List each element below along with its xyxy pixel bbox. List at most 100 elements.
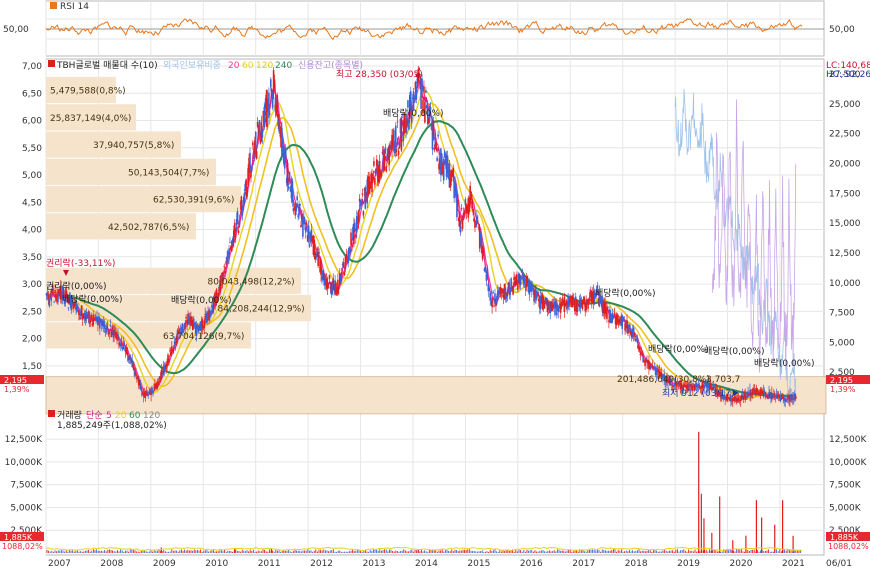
candle-body — [744, 394, 746, 401]
candle-body — [461, 218, 464, 229]
candle-body — [736, 398, 739, 402]
candle-body — [658, 370, 661, 377]
candle-body — [134, 370, 136, 376]
candle-body — [243, 193, 246, 204]
volume-profile-bar — [46, 213, 196, 240]
candle-body — [231, 240, 233, 251]
candle-body — [569, 299, 571, 302]
candle-body — [312, 235, 315, 255]
candle-body — [467, 198, 470, 218]
candle-body — [47, 295, 50, 299]
candle-body — [440, 148, 442, 176]
candle-body — [328, 275, 331, 280]
candle-body — [767, 396, 769, 399]
candle-body — [50, 294, 53, 301]
candle-body — [257, 128, 260, 135]
candle-body — [414, 82, 417, 90]
candle-body — [465, 204, 468, 214]
candle-body — [145, 391, 148, 396]
candle-body — [656, 368, 659, 373]
y-tick-label-right: 15,000 — [829, 219, 861, 229]
candle-body — [716, 389, 719, 395]
candle-body — [402, 132, 405, 142]
candle-body — [332, 278, 335, 285]
candle-body — [140, 389, 143, 392]
candle-body — [398, 142, 401, 147]
candle-body — [498, 287, 501, 295]
candle-body — [638, 346, 641, 350]
candle-body — [244, 183, 247, 191]
candle-body — [250, 170, 252, 178]
y-tick-label-left: 5,50 — [22, 144, 42, 154]
high-label: 최고 28,350 (03/05) — [336, 69, 423, 80]
rsi-legend: RSI 14 — [50, 2, 89, 12]
candle-body — [269, 79, 272, 88]
candle-body — [212, 307, 214, 313]
candle-body — [79, 312, 82, 314]
candle-body — [142, 393, 145, 397]
candle-body — [311, 235, 314, 242]
candle-body — [572, 296, 574, 306]
candle-body — [614, 318, 617, 325]
candle-body — [307, 225, 310, 237]
candle-body — [223, 266, 226, 267]
candle-body — [137, 380, 140, 386]
candle-body — [497, 290, 500, 292]
volume-profile-label: 84,208,244(12,9%) — [218, 305, 305, 315]
volume-profile-label: 201,486,649(30,8%) — [617, 375, 710, 385]
candle-body — [384, 147, 387, 154]
candle-body — [127, 357, 130, 361]
candle-body — [778, 398, 781, 400]
candle-body — [695, 382, 698, 388]
candle-body — [316, 248, 318, 251]
candle-body — [389, 144, 391, 149]
candle-body — [406, 121, 408, 128]
candle-body — [358, 198, 361, 202]
candle-body — [666, 376, 668, 383]
candle-body — [229, 242, 231, 244]
candle-body — [61, 286, 64, 299]
candle-body — [593, 293, 596, 299]
candle-body — [452, 167, 455, 178]
candle-body — [53, 301, 55, 303]
candle-body — [728, 398, 730, 400]
candle-body — [371, 173, 373, 193]
volume-legend-ma120: 120 — [143, 411, 160, 421]
candle-body — [748, 394, 750, 396]
overlay-lines — [674, 88, 797, 396]
y-tick-label-right: 5,000 — [829, 338, 855, 348]
current-price-left: 2,195 1,39% — [0, 375, 44, 394]
candle-body — [660, 372, 663, 378]
candle-body — [381, 151, 384, 154]
candle-body — [650, 366, 652, 368]
candle-body — [315, 256, 318, 258]
candle-body — [626, 320, 628, 329]
candle-body — [155, 385, 158, 389]
candle-body — [534, 289, 536, 298]
candle-body — [518, 275, 521, 285]
candle-body — [326, 282, 329, 290]
candle-body — [131, 359, 134, 368]
candle-body — [580, 300, 583, 302]
candle-body — [789, 399, 791, 402]
candle-body — [296, 196, 298, 201]
candle-body — [538, 301, 541, 309]
candle-body — [648, 360, 650, 369]
candle-body — [786, 396, 788, 398]
candle-body — [551, 302, 553, 311]
candle-body — [105, 327, 108, 333]
candle-body — [336, 288, 338, 294]
candle-body — [753, 389, 756, 392]
candle-body — [222, 275, 225, 279]
candle-body — [330, 282, 333, 293]
candle-body — [259, 139, 262, 144]
y-tick-label-left: 4,00 — [22, 226, 42, 236]
x-tick-label: 2020 — [730, 559, 753, 569]
candle-body — [643, 360, 645, 361]
candle-body — [90, 314, 93, 319]
candles — [45, 65, 797, 408]
candle-body — [329, 286, 332, 289]
candle-body — [529, 284, 532, 292]
candle-body — [438, 163, 440, 170]
candle-body — [526, 275, 529, 285]
